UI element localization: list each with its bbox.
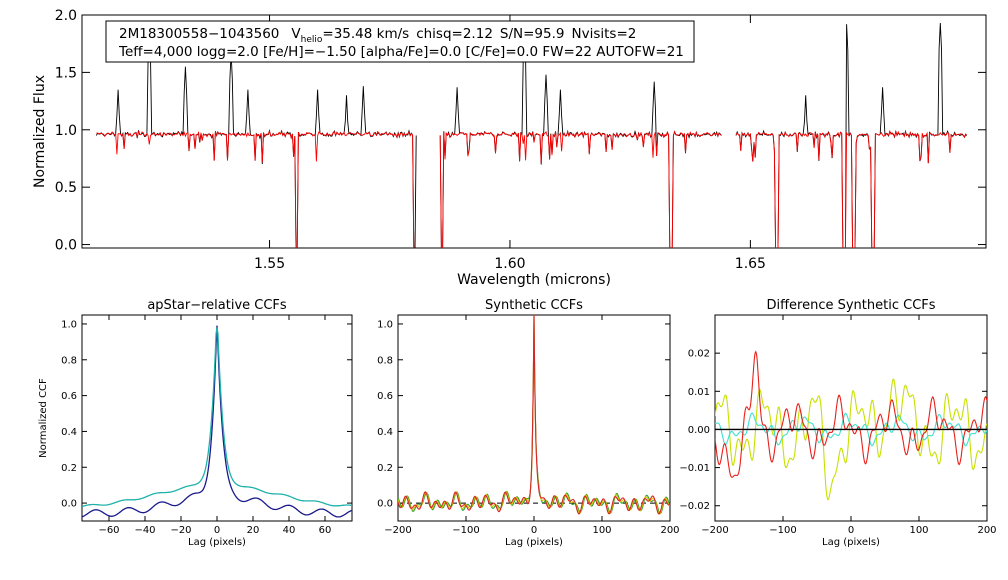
info-box: 2M18300558−1043560 Vhelio=35.48 km/s chisq… bbox=[105, 20, 695, 63]
y-tick-label: −0.02 bbox=[679, 501, 710, 512]
x-tick-label: 0 bbox=[214, 525, 220, 536]
synthetic-ccf-data bbox=[398, 315, 670, 515]
difference-ccf-data bbox=[715, 350, 987, 501]
x-axis-label: Lag (pixels) bbox=[822, 537, 880, 548]
x-tick-label: 0 bbox=[531, 525, 537, 536]
star-id: 2M18300558−1043560 bbox=[119, 26, 279, 42]
model-spectrum-line bbox=[96, 129, 415, 248]
info-line-2: Teff=4,000 logg=2.0 [Fe/H]=−1.50 [alpha/… bbox=[118, 44, 684, 60]
x-tick-label: 200 bbox=[660, 525, 679, 536]
vhelio-subscript: helio bbox=[301, 35, 323, 45]
panel-title: Difference Synthetic CCFs bbox=[766, 298, 935, 313]
x-tick-label: 0 bbox=[848, 525, 854, 536]
y-tick-label: 1.0 bbox=[377, 319, 393, 330]
vhelio-label: V bbox=[291, 26, 301, 42]
x-tick-label: 60 bbox=[319, 525, 332, 536]
x-axis-label: Wavelength (microns) bbox=[457, 272, 611, 288]
x-tick-label: 20 bbox=[247, 525, 260, 536]
panel-title: apStar−relative CCFs bbox=[147, 298, 287, 313]
apstar-ccf-line-2 bbox=[82, 327, 352, 508]
y-tick-label: 0.4 bbox=[377, 427, 393, 438]
y-tick-label: 1.0 bbox=[61, 319, 77, 330]
sn-value: S/N=95.9 bbox=[500, 26, 565, 42]
y-axis-label: Normalized Flux bbox=[32, 75, 48, 188]
difference-ccf-line-1 bbox=[715, 378, 987, 501]
x-axis-label: Lag (pixels) bbox=[505, 537, 563, 548]
y-tick-label: 1.5 bbox=[55, 65, 77, 81]
model-spectrum-line bbox=[735, 129, 968, 248]
apstar-ccf-line-1 bbox=[82, 325, 352, 518]
x-tick-label: −200 bbox=[701, 525, 728, 536]
y-tick-label: 2.0 bbox=[55, 8, 77, 24]
y-tick-label: 0.6 bbox=[377, 391, 393, 402]
x-tick-label: −100 bbox=[452, 525, 479, 536]
apstar-ccf-data bbox=[82, 325, 352, 518]
x-axis-label: Lag (pixels) bbox=[188, 537, 246, 548]
y-tick-label: 0.0 bbox=[55, 238, 77, 254]
difference-ccf-panel: −200 −100 0 100 200 −0.02 −0.01 0.00 0.01 0.02 Lag… bbox=[679, 298, 996, 548]
plot-frame bbox=[81, 14, 987, 249]
y-tick-label: 0.8 bbox=[377, 355, 393, 366]
y-tick-label: 0.01 bbox=[688, 387, 710, 398]
plot-frame bbox=[81, 314, 353, 522]
model-spectrum-line bbox=[439, 130, 722, 248]
x-tick-label: −40 bbox=[134, 525, 155, 536]
panel-title: Synthetic CCFs bbox=[485, 298, 583, 313]
y-tick-label: 0.2 bbox=[61, 463, 77, 474]
info-line-1: 2M18300558−1043560 Vhelio=35.48 km/s chisq… bbox=[119, 26, 636, 45]
x-tick-label: −60 bbox=[98, 525, 119, 536]
info-box-frame bbox=[105, 20, 695, 63]
y-tick-label: 0.0 bbox=[377, 499, 393, 510]
y-tick-label: 0.02 bbox=[688, 349, 710, 360]
synthetic-ccf-line-3 bbox=[398, 315, 670, 515]
x-tick-label: 200 bbox=[977, 525, 996, 536]
y-tick-label: 0.4 bbox=[61, 427, 77, 438]
y-tick-label: 0.6 bbox=[61, 391, 77, 402]
x-tick-label: −200 bbox=[384, 525, 411, 536]
x-tick-label: 1.55 bbox=[254, 256, 285, 272]
y-tick-label: 0.5 bbox=[55, 180, 77, 196]
x-tick-label: 40 bbox=[283, 525, 296, 536]
vhelio-value: =35.48 km/s bbox=[322, 26, 409, 42]
x-tick-label: 100 bbox=[592, 525, 611, 536]
observed-spectrum-line bbox=[439, 34, 722, 248]
y-tick-label: 0.8 bbox=[61, 355, 77, 366]
x-tick-label: 1.60 bbox=[494, 256, 525, 272]
x-tick-label: −100 bbox=[769, 525, 796, 536]
y-tick-label: 0.0 bbox=[61, 499, 77, 510]
y-tick-label: 0.2 bbox=[377, 463, 393, 474]
chisq-value: chisq=2.12 bbox=[416, 26, 493, 42]
nvisits-value: Nvisits=2 bbox=[572, 26, 637, 42]
difference-ccf-line-3 bbox=[715, 350, 987, 478]
x-tick-label: 1.65 bbox=[735, 256, 766, 272]
synthetic-ccf-panel: −200 −100 0 100 200 0.0 0.2 0.4 0.6 0.8 1.0 Lag (pi… bbox=[377, 298, 679, 548]
y-tick-label: −0.01 bbox=[679, 463, 710, 474]
apstar-ccf-panel: −60 −40 −20 0 20 40 60 0.0 0.2 0.4 0.6 0.8 1.0 Lag (p… bbox=[38, 298, 353, 548]
x-tick-label: −20 bbox=[170, 525, 191, 536]
y-tick-label: 0.00 bbox=[688, 425, 710, 436]
spectrum-panel: 1.55 1.60 1.65 0.0 0.5 1.0 1.5 2.0 Wavelength (m… bbox=[32, 8, 987, 288]
x-tick-label: 100 bbox=[909, 525, 928, 536]
y-axis-label: Normalized CCF bbox=[38, 378, 49, 458]
y-tick-label: 1.0 bbox=[55, 123, 77, 139]
